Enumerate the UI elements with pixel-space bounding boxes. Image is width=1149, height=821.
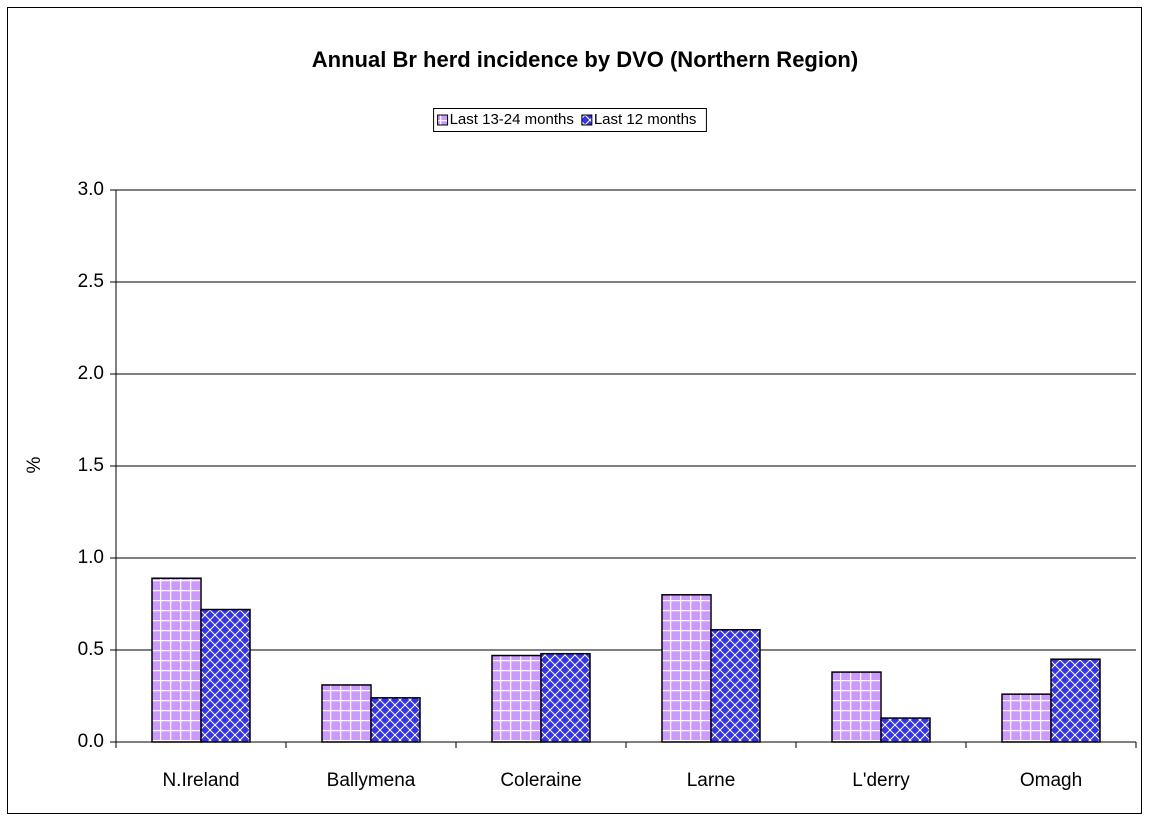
x-tick-label: L'derry <box>852 770 910 791</box>
bar <box>1001 693 1052 743</box>
y-tick-label: 2.0 <box>78 363 104 384</box>
chart-title: Annual Br herd incidence by DVO (Norther… <box>312 47 858 72</box>
x-tick-label: Coleraine <box>500 770 581 791</box>
bar <box>370 697 421 743</box>
bar <box>491 654 542 743</box>
legend-label: Last 12 months <box>594 111 697 128</box>
bar <box>710 629 761 743</box>
bar <box>540 652 591 743</box>
bar <box>661 594 712 743</box>
y-tick-label: 2.5 <box>78 271 104 292</box>
legend-box <box>433 108 707 132</box>
y-axis-label: % <box>24 456 45 473</box>
y-tick-label: 0.0 <box>78 731 104 752</box>
bar <box>321 684 372 743</box>
bar <box>880 717 931 743</box>
legend-swatch <box>437 114 449 126</box>
x-tick-label: Ballymena <box>327 770 416 791</box>
y-tick-label: 0.5 <box>78 639 104 660</box>
bar <box>151 577 202 743</box>
bar <box>831 671 882 743</box>
legend-label: Last 13-24 months <box>450 111 574 128</box>
bar <box>200 608 251 743</box>
y-tick-label: 1.0 <box>78 547 104 568</box>
y-tick-label: 3.0 <box>78 179 104 200</box>
x-tick-label: N.Ireland <box>162 770 239 791</box>
x-tick-label: Larne <box>687 770 736 791</box>
bar <box>1050 658 1101 743</box>
legend-swatch <box>581 114 593 126</box>
x-tick-label: Omagh <box>1020 770 1082 791</box>
y-tick-label: 1.5 <box>78 455 104 476</box>
